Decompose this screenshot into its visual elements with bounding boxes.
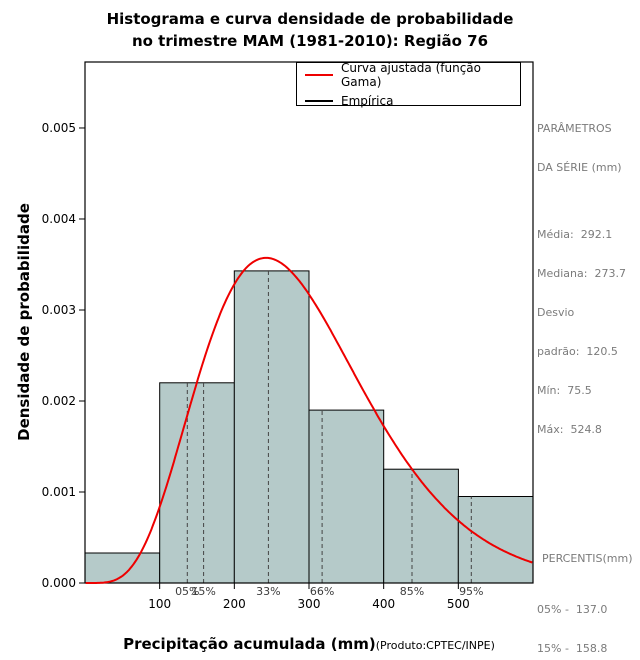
percentile-axis-label: 33% [256,585,280,598]
stats-panel: PARÂMETROS DA SÉRIE (mm) Média: 292.1 Me… [537,96,639,660]
params-header-line2: DA SÉRIE (mm) [537,161,622,174]
legend-label-gamma: Curva ajustada (função Gama) [341,60,481,89]
params-header-line1: PARÂMETROS [537,122,612,135]
x-tick-label: 100 [148,597,171,611]
legend-item-gamma: Curva ajustada (função Gama) [305,61,512,89]
x-tick-label: 500 [447,597,470,611]
stat-min: Mín: 75.5 [537,384,592,397]
histogram-bar [159,382,235,584]
stat-sd-line1: Desvio [537,306,575,319]
percentile-axis-label: 95% [459,585,483,598]
percentile-axis-label: 85% [400,585,424,598]
producer-note: (Produto:CPTEC/INPE) [375,639,495,652]
chart-title: Histograma e curva densidade de probabil… [0,8,620,52]
percentiles-header: PERCENTIS(mm) [542,552,633,565]
legend-label-empirical: Empírica [341,93,394,108]
histogram-bar [84,552,161,584]
y-tick-label: 0.004 [42,212,76,226]
x-axis-title: Precipitação acumulada (mm) [123,635,376,653]
histogram-bar [457,496,534,584]
x-tick-label: 200 [223,597,246,611]
percentile-axis-label: 66% [310,585,334,598]
x-axis-title-row: Precipitação acumulada (mm)(Produto:CPTE… [85,634,533,653]
chart-title-line2: no trimestre MAM (1981-2010): Região 76 [131,32,489,50]
legend-line-swatch-gamma-icon [305,73,333,76]
histogram-bar [308,409,385,584]
y-tick-label: 0.002 [42,394,76,408]
stat-max: Máx: 524.8 [537,423,602,436]
y-tick-label: 0.001 [42,485,76,499]
stat-sd-line2: padrão: 120.5 [537,345,618,358]
y-axis-title: Densidade de probabilidade [15,203,33,441]
histogram-bar [383,468,459,584]
percentile-15: 15% - 158.8 [537,642,608,655]
y-tick-label: 0.000 [42,576,76,590]
y-tick-label: 0.003 [42,303,76,317]
percentile-axis-label: 05% [175,585,199,598]
legend-line-swatch-empirical-icon [305,99,333,102]
y-tick-label: 0.005 [42,121,76,135]
histogram-bar [233,270,310,584]
x-tick-label: 400 [372,597,395,611]
gamma-density-curve [85,256,533,584]
percentile-05: 05% - 137.0 [537,603,608,616]
x-tick-label: 300 [298,597,321,611]
stat-median: Mediana: 273.7 [537,267,626,280]
legend-item-empirical: Empírica [305,94,512,108]
stat-mean: Média: 292.1 [537,228,613,241]
percentile-axis-label: 15% [191,585,215,598]
chart-title-line1: Histograma e curva densidade de probabil… [106,10,514,28]
legend: Curva ajustada (função Gama) Empírica [296,61,521,108]
